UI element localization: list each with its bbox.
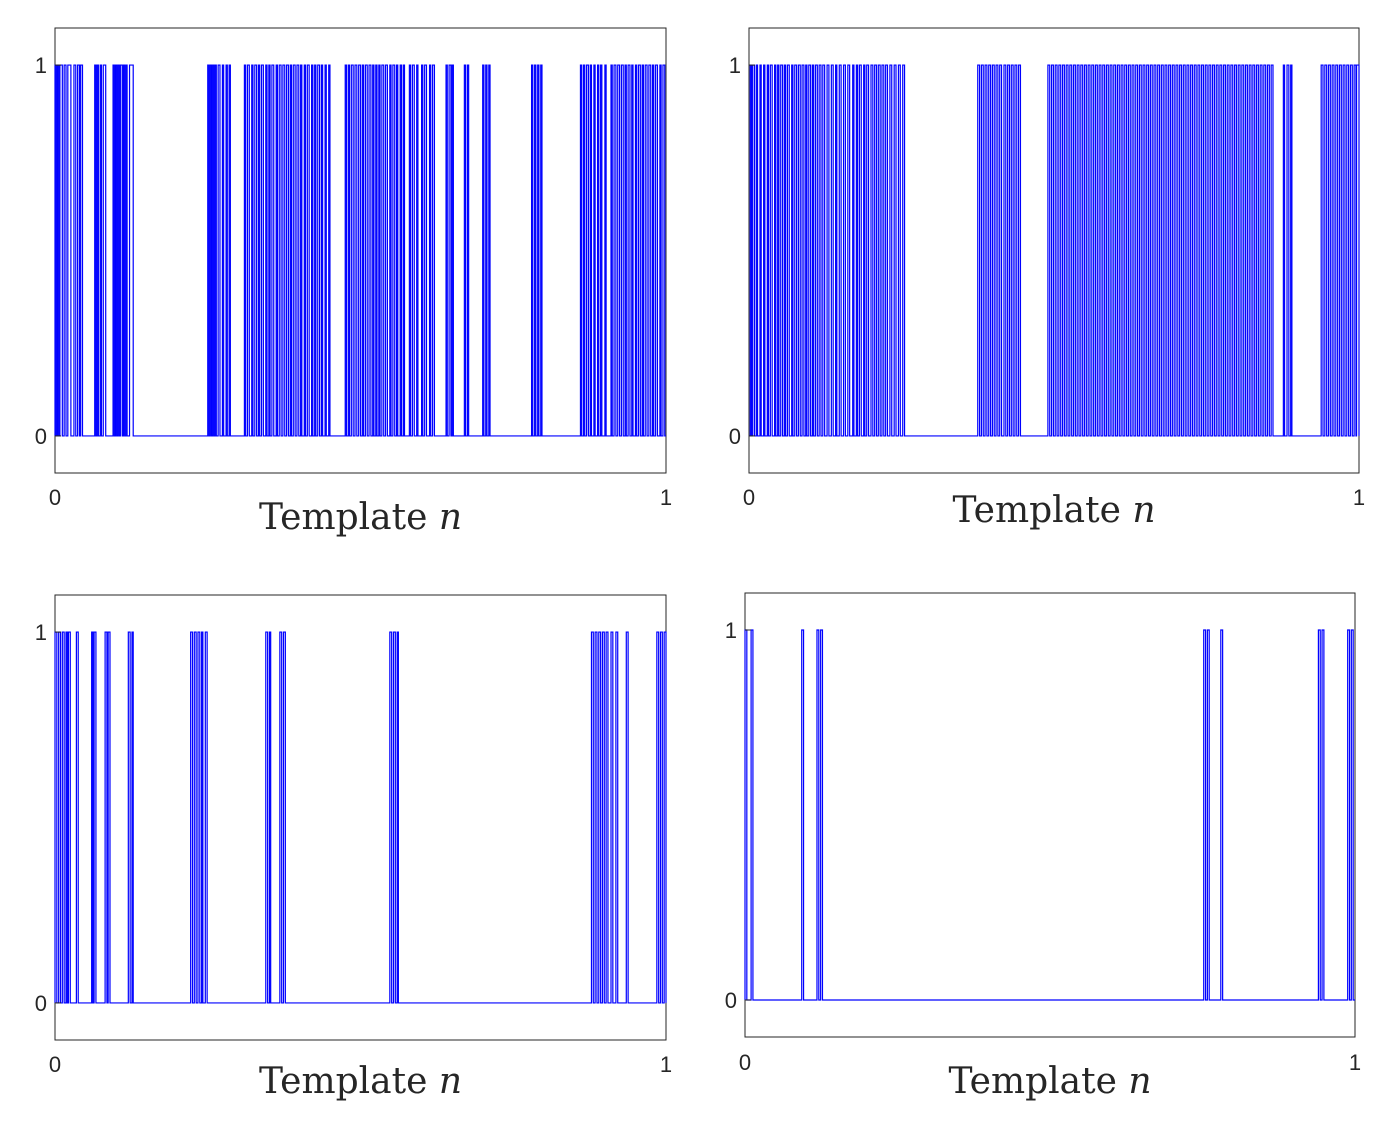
x-tick-label: 0 [739,1050,751,1075]
axes-box [744,592,1356,1038]
x-tick-label: 1 [1349,1050,1361,1075]
y-tick-label: 0 [729,424,741,449]
y-tick-label: 1 [35,620,47,645]
x-axis-label-text: Template [259,1061,439,1102]
chart-panel-1: 0 1 0 1 Template n [35,27,672,538]
x-axis-label-variable: n [1132,490,1155,531]
y-tick-label: 0 [35,991,47,1016]
x-axis-label: Template n [948,1061,1151,1102]
x-tick-label: 1 [660,485,672,510]
axes-box [54,594,667,1041]
x-axis-label-variable: n [1128,1061,1151,1102]
x-tick-label: 0 [49,1052,61,1077]
chart-panel-4: 0 1 0 1 Template n [725,592,1361,1102]
signal-line [744,629,1355,1001]
chart-panel-3: 0 1 0 1 Template n [35,594,672,1102]
x-tick-label: 0 [743,485,755,510]
signal-line [749,64,1360,437]
axes-box [748,27,1360,474]
x-tick-label: 1 [660,1052,672,1077]
signal-line [54,631,667,1004]
x-axis-label-variable: n [439,1061,462,1102]
y-tick-label: 1 [725,618,737,643]
signal-line [54,64,666,437]
y-tick-label: 0 [725,988,737,1013]
y-tick-label: 0 [35,424,47,449]
x-axis-label: Template n [259,1061,462,1102]
x-axis-label-text: Template [948,1061,1128,1102]
y-tick-label: 1 [729,53,741,78]
x-axis-label: Template n [952,490,1155,531]
x-tick-label: 0 [49,485,61,510]
x-axis-label-text: Template [259,497,439,538]
y-tick-label: 1 [35,53,47,78]
x-axis-label: Template n [259,497,462,538]
x-axis-label-variable: n [439,497,462,538]
x-tick-label: 1 [1353,485,1365,510]
x-axis-label-text: Template [952,490,1132,531]
chart-panel-2: 0 1 0 1 Template n [729,27,1365,531]
